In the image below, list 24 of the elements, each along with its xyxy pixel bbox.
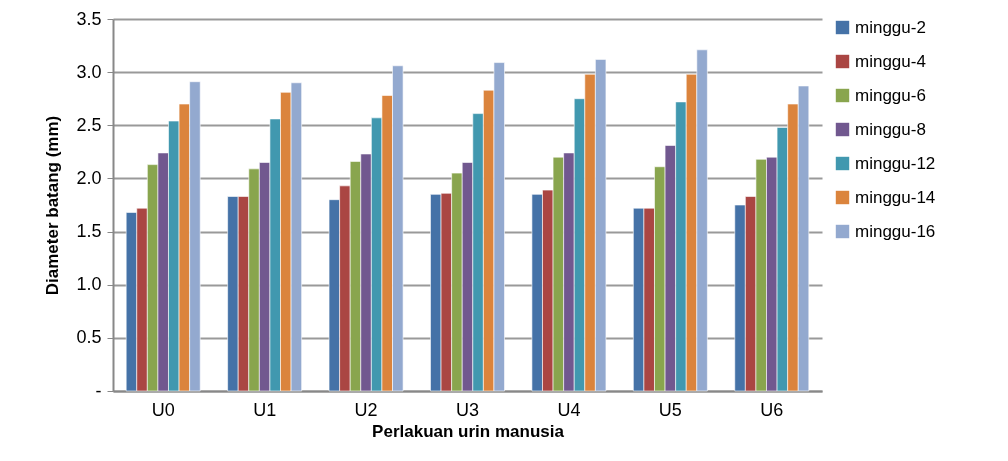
y-tick-label: - xyxy=(95,380,102,401)
legend-label: minggu-14 xyxy=(855,187,936,207)
x-tick-label: U1 xyxy=(253,399,277,420)
y-axis-title: Diameter batang (mm) xyxy=(43,115,63,296)
y-tick-label: 1.5 xyxy=(76,221,102,242)
y-tick-label: 3.5 xyxy=(76,8,102,29)
legend-label: minggu-12 xyxy=(855,153,936,173)
y-tick-label: 2.0 xyxy=(76,167,102,188)
x-tick-label: U2 xyxy=(354,399,378,420)
x-axis-title: Perlakuan urin manusia xyxy=(372,421,565,441)
x-tick-label: U4 xyxy=(557,399,581,420)
y-tick-label: 1.0 xyxy=(76,274,102,295)
y-tick-label: 3.0 xyxy=(76,61,102,82)
x-tick-label: U0 xyxy=(151,399,175,420)
y-tick-label: 0.5 xyxy=(76,327,102,348)
y-tick-label: 2.5 xyxy=(76,114,102,135)
legend-label: minggu-6 xyxy=(855,85,926,105)
legend-label: minggu-16 xyxy=(855,221,936,241)
x-tick-label: U5 xyxy=(658,399,682,420)
legend-label: minggu-8 xyxy=(855,119,926,139)
x-tick-label: U3 xyxy=(455,399,480,420)
legend-label: minggu-2 xyxy=(855,17,926,37)
x-tick-label: U6 xyxy=(760,399,784,420)
legend-label: minggu-4 xyxy=(855,51,926,71)
